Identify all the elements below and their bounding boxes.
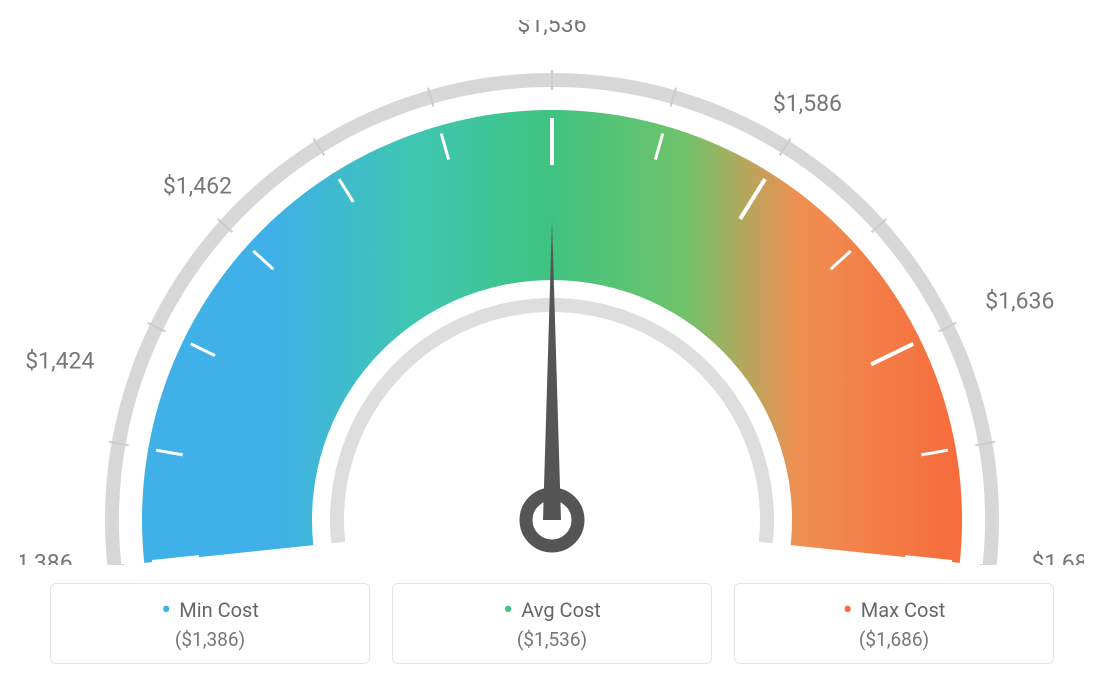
svg-text:$1,462: $1,462 bbox=[163, 172, 232, 199]
gauge-chart: $1,386 $1,424 $1,462 $1,536 $1,586 $1,636 $1,6… bbox=[20, 20, 1084, 565]
svg-text:$1,686: $1,686 bbox=[1031, 549, 1084, 565]
legend-avg-label: •Avg Cost bbox=[403, 598, 701, 622]
legend-min-value: ($1,386) bbox=[61, 628, 359, 651]
legend-min-label: •Min Cost bbox=[61, 598, 359, 622]
legend-card-max: •Max Cost ($1,686) bbox=[734, 583, 1054, 664]
svg-text:$1,636: $1,636 bbox=[985, 288, 1054, 315]
svg-text:$1,386: $1,386 bbox=[20, 549, 73, 565]
legend-max-value: ($1,686) bbox=[745, 628, 1043, 651]
legend-max-label: •Max Cost bbox=[745, 598, 1043, 622]
legend-card-min: •Min Cost ($1,386) bbox=[50, 583, 370, 664]
legend-card-avg: •Avg Cost ($1,536) bbox=[392, 583, 712, 664]
svg-text:$1,424: $1,424 bbox=[25, 347, 94, 374]
gauge-svg: $1,386 $1,424 $1,462 $1,536 $1,586 $1,636 $1,6… bbox=[20, 20, 1084, 565]
legend-avg-value: ($1,536) bbox=[403, 628, 701, 651]
svg-text:$1,536: $1,536 bbox=[517, 20, 586, 38]
svg-text:$1,586: $1,586 bbox=[773, 90, 842, 117]
legend-row: •Min Cost ($1,386) •Avg Cost ($1,536) •M… bbox=[20, 583, 1084, 664]
